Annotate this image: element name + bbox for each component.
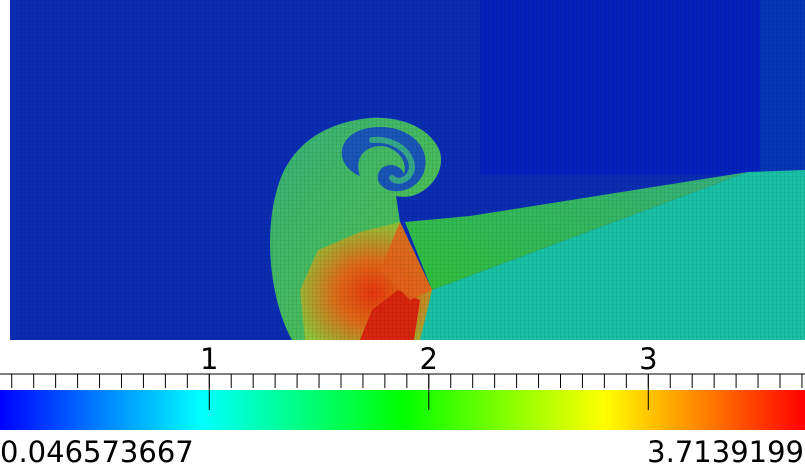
colorbar-gradient-bar (0, 390, 805, 430)
colorbar-tick-label: 2 (420, 342, 438, 376)
colorbar-min-label: 0.046573667 (0, 435, 194, 466)
colorbar-major-labels: 1 2 3 (200, 342, 657, 376)
colorbar-major-ticks (208, 374, 649, 410)
colorbar-tick-label: 3 (639, 342, 657, 376)
simulation-field (10, 0, 805, 340)
colorbar: 1 2 3 0.046573667 3.7139199 (0, 342, 805, 466)
field-mesh-overlay (10, 0, 805, 340)
colorbar-max-label: 3.7139199 (647, 435, 804, 466)
colorbar-tick-label: 1 (200, 342, 218, 376)
colorbar-minor-ticks (11, 374, 803, 388)
